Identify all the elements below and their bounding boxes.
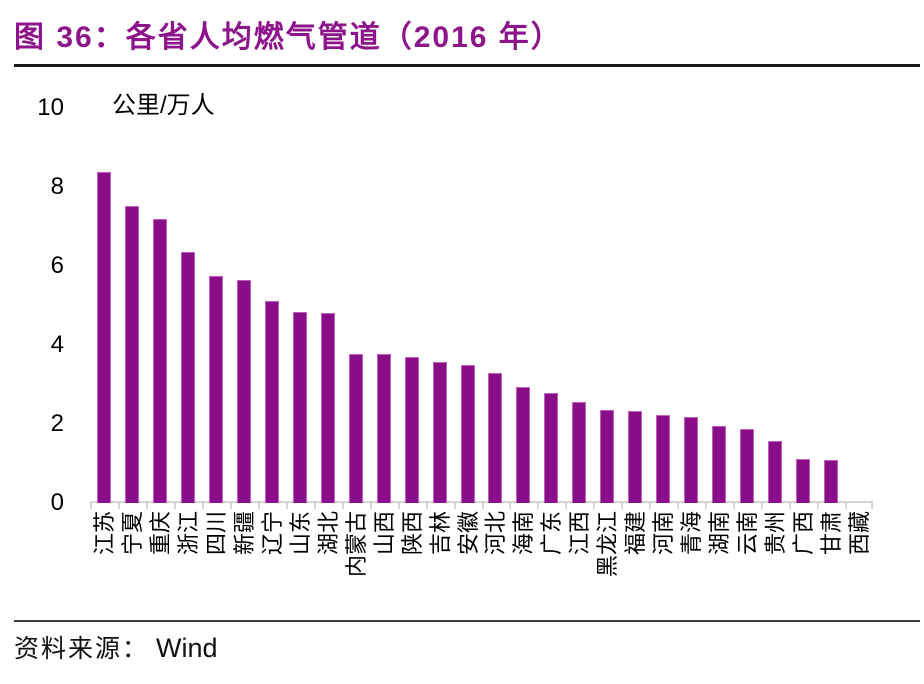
figure-title: 图 36：各省人均燃气管道（2016 年） [14,21,563,54]
x-axis-label-广东: 广东 [539,511,565,556]
x-axis-tick [341,503,344,509]
x-axis-tick [817,503,820,509]
bar-辽宁 [264,301,279,503]
bar-河南 [656,414,671,503]
x-axis-tick [733,503,736,509]
x-axis-label-重庆: 重庆 [147,511,173,556]
bar-广东 [544,393,559,503]
x-axis-tick [871,503,873,509]
x-axis-tick [621,503,624,509]
bar-新疆 [236,279,251,503]
x-axis-label-海南: 海南 [511,511,537,556]
y-tick-label: 0 [50,489,64,516]
x-axis-tick [789,503,792,509]
x-axis-label-宁夏: 宁夏 [119,511,145,556]
bar-河北 [488,373,503,503]
y-tick-label: 8 [50,173,64,200]
x-axis-label-贵州: 贵州 [763,511,789,556]
y-tick-label: 10 [37,94,64,121]
x-axis-tick [369,503,372,509]
data-source-value: Wind [155,633,218,663]
bar-江苏 [96,172,111,503]
x-axis-tick [117,503,120,509]
x-axis-label-江西: 江西 [567,511,593,556]
bar-湖北 [320,313,335,503]
bar-内蒙古 [348,354,363,503]
x-axis-label-内蒙古: 内蒙古 [343,511,369,578]
x-axis-tick [453,503,456,509]
y-tick-label: 6 [50,252,64,279]
x-axis-label-甘肃: 甘肃 [819,511,845,556]
x-axis-tick [481,503,484,509]
x-axis-tick [313,503,316,509]
x-axis-label-河北: 河北 [483,511,509,556]
data-source-label: 资料来源： [14,636,150,663]
x-axis-label-湖北: 湖北 [315,511,341,556]
x-axis-label-云南: 云南 [735,511,761,556]
y-tick-label: 4 [50,331,64,358]
x-axis-label-广西: 广西 [791,511,817,556]
bar-山东 [292,311,307,503]
x-axis-tick [257,503,260,509]
bar-甘肃 [824,459,839,503]
y-axis-unit-label: 公里/万人 [112,92,215,119]
x-axis-label-湖南: 湖南 [707,511,733,556]
x-axis-tick [537,503,540,509]
x-axis-tick [593,503,596,509]
bar-福建 [628,410,643,503]
x-axis-tick [845,503,848,509]
bar-安徽 [460,365,475,503]
bar-浙江 [180,252,195,503]
title-divider [14,64,920,67]
y-tick-label: 2 [50,410,64,437]
bar-青海 [684,416,699,503]
x-axis-tick [285,503,288,509]
footer-divider [14,620,920,622]
x-axis-tick [761,503,764,509]
x-axis-label-辽宁: 辽宁 [259,511,285,556]
data-source: 资料来源： Wind [14,629,217,665]
bar-重庆 [152,219,167,503]
x-axis-baseline [90,501,873,503]
x-axis-label-黑龙江: 黑龙江 [595,511,621,578]
x-axis-label-浙江: 浙江 [175,511,201,556]
bar-江西 [572,401,587,503]
x-axis-label-江苏: 江苏 [91,511,117,556]
x-axis-label-新疆: 新疆 [231,511,257,556]
bar-广西 [796,459,811,503]
bar-贵州 [768,441,783,503]
x-axis-tick [649,503,652,509]
bar-云南 [740,429,755,503]
x-axis-label-山东: 山东 [287,511,313,556]
bar-陕西 [404,356,419,503]
x-axis-tick [145,503,148,509]
x-axis-label-四川: 四川 [203,511,229,556]
x-axis-tick [201,503,204,509]
bar-chart-plot-area: 江苏 宁夏 重庆 浙江 四川 新疆 辽宁 山东 湖北 内蒙古 山西 陕西 吉林 安徽 河北 海南 广东 江西 黑龙江… [90,108,873,577]
x-axis-label-福建: 福建 [623,511,649,556]
x-axis-tick [90,503,92,509]
x-axis-tick [173,503,176,509]
bar-吉林 [432,362,447,503]
x-axis-label-安徽: 安徽 [455,511,481,556]
x-axis-label-陕西: 陕西 [399,511,425,556]
x-axis-tick [397,503,400,509]
x-axis-tick [677,503,680,509]
bar-宁夏 [124,205,139,503]
bar-湖南 [712,425,727,503]
x-axis-label-西藏: 西藏 [847,511,873,556]
x-axis-label-山西: 山西 [371,511,397,556]
bar-山西 [376,354,391,503]
x-axis-tick [425,503,428,509]
bar-黑龙江 [600,409,615,503]
bar-海南 [516,386,531,503]
x-axis-tick [705,503,708,509]
x-axis-label-青海: 青海 [679,511,705,556]
bar-四川 [208,275,223,503]
x-axis-tick [509,503,512,509]
x-axis-tick [565,503,568,509]
x-axis-tick [229,503,232,509]
x-axis-label-河南: 河南 [651,511,677,556]
x-axis-label-吉林: 吉林 [427,511,453,556]
